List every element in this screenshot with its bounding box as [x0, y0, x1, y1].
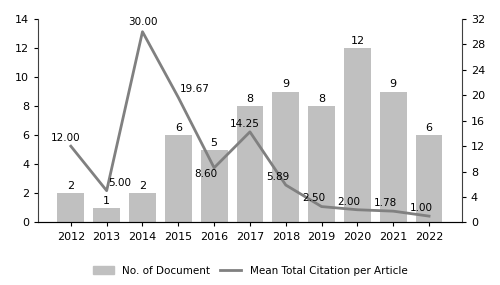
Text: 6: 6	[175, 123, 182, 133]
Legend: No. of Document, Mean Total Citation per Article: No. of Document, Mean Total Citation per…	[88, 261, 411, 280]
Mean Total Citation per Article	[283, 183, 289, 187]
Text: 8.60: 8.60	[194, 169, 218, 179]
Text: 12: 12	[350, 36, 364, 46]
Bar	[416, 135, 442, 223]
Text: 2: 2	[139, 181, 146, 191]
Mean Total Citation per Article	[390, 209, 396, 213]
Text: 2: 2	[68, 181, 74, 191]
Bar	[380, 92, 406, 223]
Mean Total Citation per Article	[68, 144, 74, 148]
Bar	[165, 135, 192, 223]
Text: 9: 9	[390, 80, 397, 89]
Bar	[93, 208, 120, 223]
Text: 1: 1	[103, 196, 110, 206]
Text: 12.00: 12.00	[51, 133, 81, 143]
Mean Total Citation per Article	[426, 214, 432, 218]
Text: 8: 8	[246, 94, 254, 104]
Text: 30.00: 30.00	[128, 17, 157, 27]
Text: 8: 8	[318, 94, 325, 104]
Mean Total Citation per Article	[211, 166, 217, 170]
Bar	[200, 150, 228, 223]
Bar	[308, 106, 335, 223]
Bar	[272, 92, 299, 223]
Mean Total Citation per Article	[176, 96, 182, 99]
Mean Total Citation per Article	[140, 30, 145, 33]
Mean Total Citation per Article	[104, 189, 110, 192]
Text: 5.00: 5.00	[108, 178, 132, 188]
Text: 9: 9	[282, 80, 290, 89]
Text: 5: 5	[210, 138, 218, 148]
Line: Mean Total Citation per Article: Mean Total Citation per Article	[71, 32, 429, 216]
Mean Total Citation per Article	[354, 208, 360, 211]
Bar	[344, 48, 371, 223]
Text: 2.50: 2.50	[302, 194, 325, 203]
Bar	[236, 106, 264, 223]
Text: 6: 6	[426, 123, 432, 133]
Mean Total Citation per Article	[247, 130, 253, 134]
Mean Total Citation per Article	[318, 205, 324, 208]
Bar	[129, 194, 156, 223]
Text: 14.25: 14.25	[230, 119, 260, 129]
Text: 1.78: 1.78	[374, 198, 397, 208]
Text: 5.89: 5.89	[266, 172, 289, 182]
Bar	[58, 194, 84, 223]
Text: 1.00: 1.00	[410, 203, 432, 213]
Text: 19.67: 19.67	[180, 84, 210, 94]
Text: 2.00: 2.00	[338, 197, 360, 207]
